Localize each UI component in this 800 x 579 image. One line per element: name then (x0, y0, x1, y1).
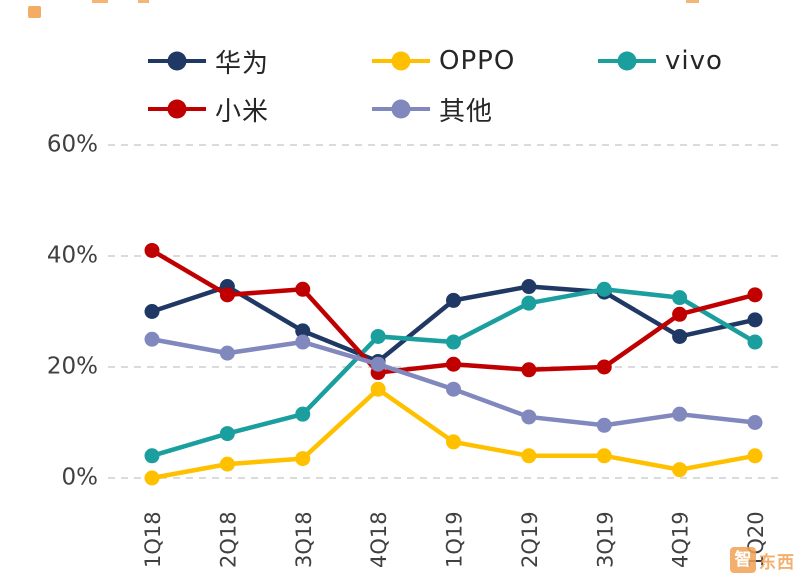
series-point-others (370, 356, 386, 372)
series-point-others (295, 334, 311, 350)
series-point-vivo (596, 281, 612, 297)
watermark-logo-box: 智 (730, 547, 756, 573)
x-axis-tick-label: 2Q18 (216, 511, 240, 568)
series-line-oppo (149, 386, 758, 481)
x-axis-tick-label: 3Q18 (292, 511, 316, 568)
legend-dot (391, 99, 411, 119)
x-axis-tick-label: 1Q19 (443, 511, 467, 568)
series-point-others (747, 415, 763, 430)
series-point-vivo (219, 426, 235, 442)
x-axis-tick-label: 4Q19 (669, 511, 693, 568)
series-point-huawei (144, 304, 160, 319)
series-point-xiaomi (219, 287, 235, 303)
series-point-others (446, 381, 461, 397)
series-point-huawei (521, 279, 537, 295)
series-point-xiaomi (295, 281, 311, 297)
series-point-huawei (446, 292, 461, 308)
legend-item-xiaomi: 小米 (148, 92, 372, 127)
legend-marker-icon (372, 98, 430, 120)
legend-dot (617, 51, 637, 71)
series-point-oppo (596, 448, 612, 464)
watermark-text: 东西 (759, 552, 795, 573)
legend-label: 华为 (215, 48, 270, 79)
legend-dot (167, 99, 187, 119)
series-point-xiaomi (672, 306, 688, 322)
series-line-xiaomi (149, 248, 758, 375)
series-point-oppo (747, 448, 763, 464)
series-point-huawei (295, 323, 311, 339)
series-point-others (144, 331, 160, 347)
series-point-vivo (446, 334, 461, 350)
series-point-others (219, 345, 235, 361)
orange-top-dash (92, 0, 108, 3)
series-point-others (521, 409, 537, 425)
series-point-others (596, 417, 612, 433)
series-point-oppo (295, 451, 311, 467)
legend-item-vivo: vivo (598, 44, 723, 78)
legend-dot (391, 51, 411, 71)
legend-marker-icon (148, 50, 206, 72)
series-point-vivo (521, 295, 537, 311)
x-axis-tick-label: 2Q19 (518, 511, 542, 568)
chart-legend: 华为 OPPO vivo 小米 其他 (148, 44, 723, 127)
series-point-xiaomi (596, 359, 612, 375)
legend-marker-icon (372, 50, 430, 72)
series-point-vivo (672, 290, 688, 306)
legend-label: 小米 (215, 96, 270, 127)
series-point-oppo (219, 456, 235, 472)
x-axis-tick-label: 1Q18 (141, 511, 165, 568)
y-axis-tick-label: 60% (47, 132, 98, 158)
series-point-oppo (144, 470, 160, 486)
series-point-huawei (672, 328, 688, 344)
series-point-xiaomi (144, 242, 160, 258)
y-axis-tick-label: 0% (62, 465, 99, 491)
series-point-oppo (521, 448, 537, 464)
legend-label: 其他 (439, 96, 494, 127)
series-line-vivo (149, 287, 758, 459)
series-point-oppo (446, 434, 461, 450)
series-point-vivo (747, 334, 763, 350)
legend-label: vivo (665, 46, 723, 76)
x-axis-tick-label: 4Q18 (367, 511, 391, 568)
y-axis-tick-label: 40% (47, 243, 98, 269)
series-point-vivo (370, 328, 386, 344)
series-point-vivo (144, 448, 160, 464)
series-point-oppo (672, 462, 688, 478)
series-point-others (672, 406, 688, 422)
series-point-xiaomi (446, 356, 461, 372)
legend-dot (167, 51, 187, 71)
orange-corner-fragment (28, 6, 41, 18)
series-point-huawei (747, 312, 763, 328)
x-axis-tick-label: 3Q19 (593, 511, 617, 568)
series-point-oppo (370, 381, 386, 397)
legend-item-others: 其他 (372, 92, 598, 127)
orange-top-dash (686, 0, 699, 3)
series-point-xiaomi (747, 287, 763, 303)
series-point-xiaomi (521, 362, 537, 378)
legend-marker-icon (148, 98, 206, 120)
watermark-zhidongxi: 智 东西 (730, 547, 795, 573)
y-axis-tick-label: 20% (47, 354, 98, 380)
orange-top-dash (138, 0, 149, 3)
legend-marker-icon (598, 50, 656, 72)
legend-item-oppo: OPPO (372, 44, 598, 78)
series-point-vivo (295, 406, 311, 422)
legend-label: OPPO (439, 46, 516, 76)
legend-item-huawei: 华为 (148, 44, 372, 79)
